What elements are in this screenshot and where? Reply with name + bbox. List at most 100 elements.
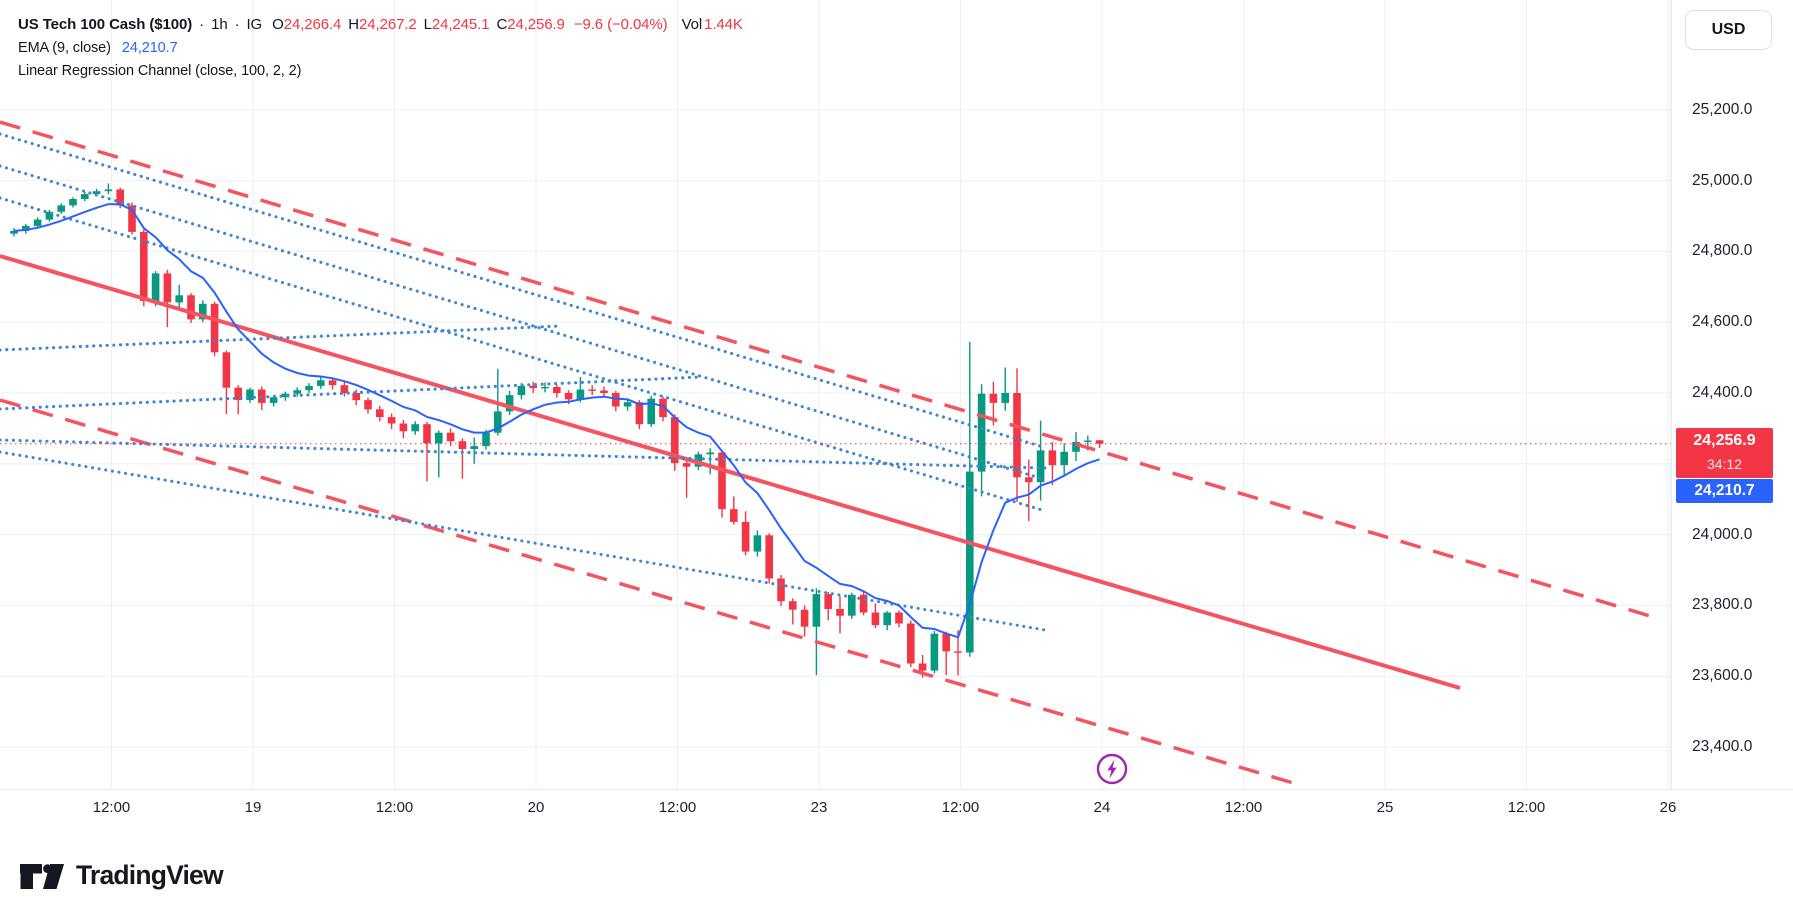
candle[interactable] (446, 428, 455, 447)
candle[interactable] (376, 405, 384, 422)
candle[interactable] (57, 203, 65, 214)
candle[interactable] (576, 377, 585, 403)
tradingview-logo[interactable]: TradingView (18, 860, 224, 891)
candle[interactable] (1060, 443, 1068, 476)
candle[interactable] (871, 603, 880, 629)
candle[interactable] (69, 197, 77, 208)
price-axis-label: 23,400.0 (1692, 738, 1753, 755)
low-label: L (423, 16, 432, 33)
candle[interactable] (187, 293, 195, 323)
chart-legend: US Tech 100 Cash ($100) · 1h · IG O24,26… (18, 13, 743, 82)
candle[interactable] (682, 457, 691, 498)
candle[interactable] (930, 630, 939, 674)
candle[interactable] (706, 448, 714, 475)
symbol-title[interactable]: US Tech 100 Cash ($100) (18, 16, 193, 33)
candle[interactable] (328, 377, 337, 390)
candle[interactable] (623, 398, 632, 411)
candle[interactable] (163, 269, 172, 328)
candle[interactable] (199, 300, 207, 323)
candle[interactable] (505, 390, 514, 415)
high-value: 24,267.2 (359, 16, 417, 33)
candle[interactable] (399, 419, 408, 439)
candle[interactable] (671, 414, 679, 471)
candle[interactable] (612, 390, 620, 412)
candle[interactable] (435, 430, 443, 478)
candle[interactable] (387, 413, 396, 430)
candle[interactable] (1095, 440, 1104, 448)
candle[interactable] (789, 598, 797, 625)
candle[interactable] (10, 228, 18, 237)
candle[interactable] (553, 384, 561, 398)
candle[interactable] (730, 496, 738, 525)
candle[interactable] (718, 450, 726, 518)
candle[interactable] (541, 382, 549, 393)
candle[interactable] (1036, 420, 1045, 501)
candle[interactable] (234, 385, 242, 415)
lrc-indicator-title[interactable]: Linear Regression Channel (close, 100, 2… (18, 62, 302, 79)
candle[interactable] (411, 421, 419, 435)
candle[interactable] (659, 396, 667, 422)
close-label: C (496, 16, 508, 33)
candle[interactable] (33, 217, 42, 229)
candle[interactable] (305, 383, 313, 393)
lightning-icon[interactable] (1096, 753, 1128, 785)
candle[interactable] (81, 191, 89, 202)
candle[interactable] (836, 596, 844, 634)
candle[interactable] (824, 592, 832, 621)
candle[interactable] (588, 385, 596, 396)
lrc-legend-row[interactable]: Linear Regression Channel (close, 100, 2… (18, 59, 743, 82)
candle[interactable] (175, 284, 183, 309)
candle[interactable] (104, 183, 113, 195)
candle[interactable] (470, 437, 478, 464)
candle[interactable] (977, 384, 986, 497)
time-axis-label: 12:00 (375, 799, 414, 816)
ema-line[interactable] (13, 203, 1100, 639)
candle[interactable] (340, 381, 349, 397)
candle[interactable] (222, 350, 231, 414)
candle[interactable] (140, 229, 148, 307)
candle[interactable] (45, 210, 54, 222)
high-label: H (348, 16, 360, 33)
candle[interactable] (753, 530, 762, 557)
candle[interactable] (1001, 367, 1009, 411)
candle[interactable] (859, 592, 868, 616)
candle[interactable] (210, 301, 219, 357)
candle[interactable] (800, 605, 809, 637)
candle[interactable] (529, 381, 537, 393)
candle[interactable] (741, 511, 750, 556)
candle[interactable] (293, 387, 301, 397)
candle[interactable] (458, 438, 467, 479)
candle[interactable] (942, 631, 950, 676)
candle[interactable] (317, 376, 325, 389)
candle[interactable] (765, 533, 773, 584)
candle[interactable] (600, 386, 608, 398)
price-axis-label: 23,600.0 (1692, 667, 1753, 685)
currency-button[interactable]: USD (1685, 10, 1772, 50)
time-axis-label: 12:00 (941, 799, 980, 816)
candle[interactable] (281, 391, 290, 401)
candle[interactable] (128, 202, 136, 235)
candle[interactable] (1013, 368, 1021, 503)
ema-legend-row[interactable]: EMA (9, close) 24,210.7 (18, 36, 743, 59)
candle[interactable] (647, 395, 655, 427)
candle[interactable] (1072, 432, 1080, 461)
ema-indicator-title[interactable]: EMA (9, close) (18, 39, 111, 56)
candle[interactable] (895, 610, 903, 628)
candle[interactable] (1048, 441, 1057, 486)
price-axis-label: 24,000.0 (1692, 525, 1753, 543)
candle[interactable] (907, 620, 915, 667)
time-axis[interactable]: 12:00 19 12:00 20 12:00 23 12:00 24 12:00 25 12:00… (0, 790, 1793, 826)
candle[interactable] (777, 575, 785, 607)
candle[interactable] (883, 611, 891, 631)
candle[interactable] (246, 387, 254, 403)
candle[interactable] (1025, 459, 1033, 522)
candle[interactable] (364, 397, 372, 414)
interval-label[interactable]: 1h (211, 16, 228, 33)
candle[interactable] (812, 588, 821, 676)
candle[interactable] (423, 422, 431, 482)
candle[interactable] (22, 223, 30, 234)
price-axis[interactable]: 25,200.0 25,000.0 24,800.0 24,600.0 24,400.0… (1671, 0, 1793, 790)
price-axis-label: 24,400.0 (1692, 384, 1753, 401)
symbol-legend-row[interactable]: US Tech 100 Cash ($100) · 1h · IG O24,26… (18, 13, 743, 36)
